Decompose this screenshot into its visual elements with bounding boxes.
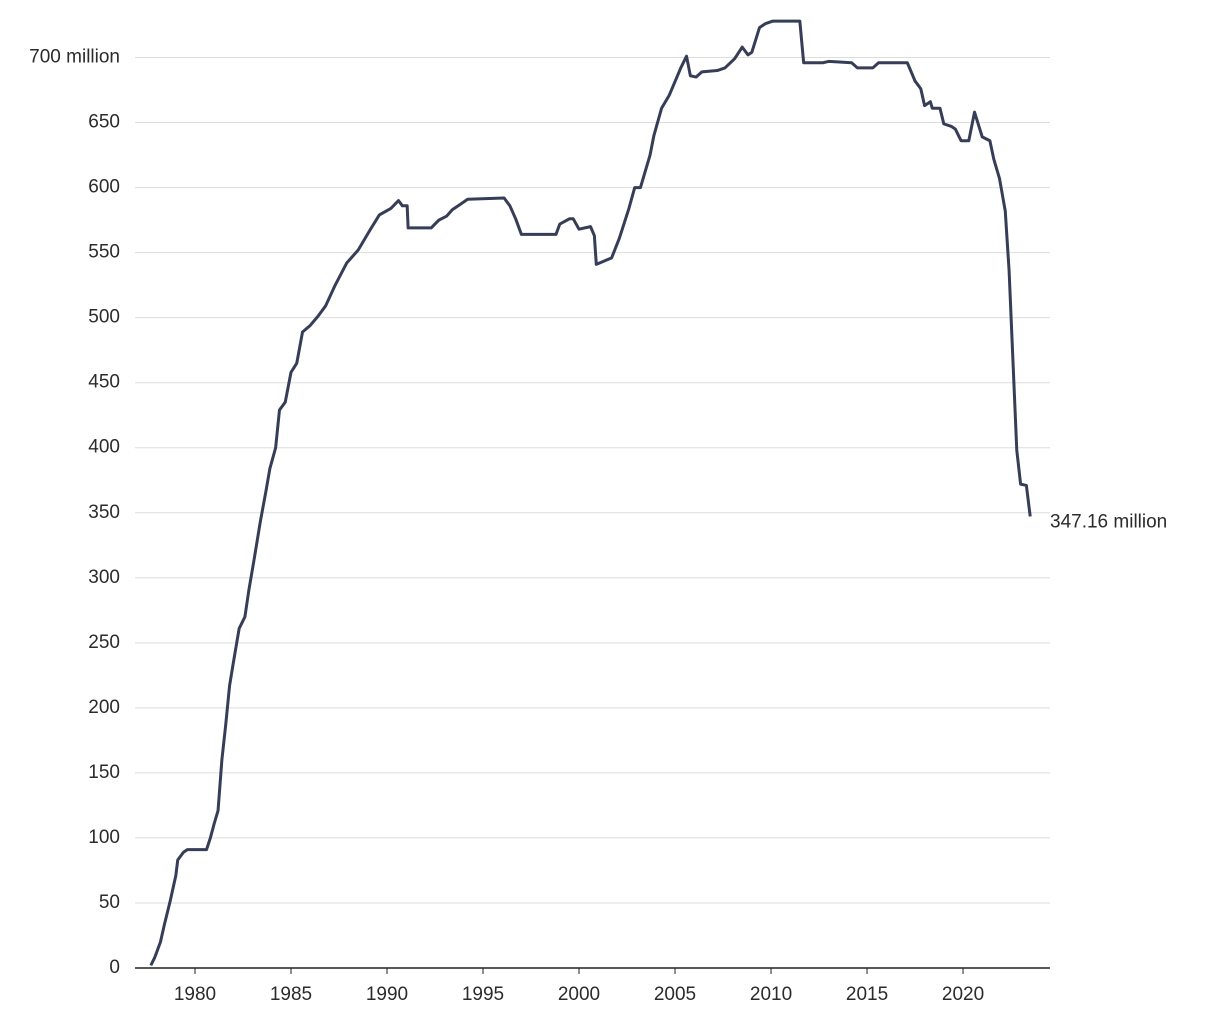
y-tick-label: 550 [88, 242, 120, 263]
x-tick-label: 2015 [846, 984, 888, 1005]
y-tick-label: 500 [88, 307, 120, 328]
x-tick-label: 2020 [942, 984, 984, 1005]
y-tick-label: 250 [88, 632, 120, 653]
y-tick-label: 600 [88, 177, 120, 198]
y-tick-label: 450 [88, 372, 120, 393]
value-label: 347.16 million [1050, 511, 1167, 532]
y-tick-label: 700 million [29, 47, 120, 68]
y-tick-label: 300 [88, 567, 120, 588]
x-tick-label: 2000 [558, 984, 600, 1005]
y-tick-label: 50 [99, 892, 120, 913]
y-tick-label: 0 [109, 957, 120, 978]
x-tick-label: 1980 [174, 984, 216, 1005]
series-line [149, 19, 1032, 967]
x-tick-label: 2005 [654, 984, 696, 1005]
y-tick-label: 150 [88, 762, 120, 783]
y-tick-label: 350 [88, 502, 120, 523]
x-tick-label: 1990 [366, 984, 408, 1005]
x-tick-label: 1995 [462, 984, 504, 1005]
y-tick-label: 650 [88, 112, 120, 133]
x-tick-label: 1985 [270, 984, 312, 1005]
x-tick-label: 2010 [750, 984, 792, 1005]
y-tick-label: 400 [88, 437, 120, 458]
y-tick-label: 200 [88, 697, 120, 718]
y-tick-label: 100 [88, 827, 120, 848]
